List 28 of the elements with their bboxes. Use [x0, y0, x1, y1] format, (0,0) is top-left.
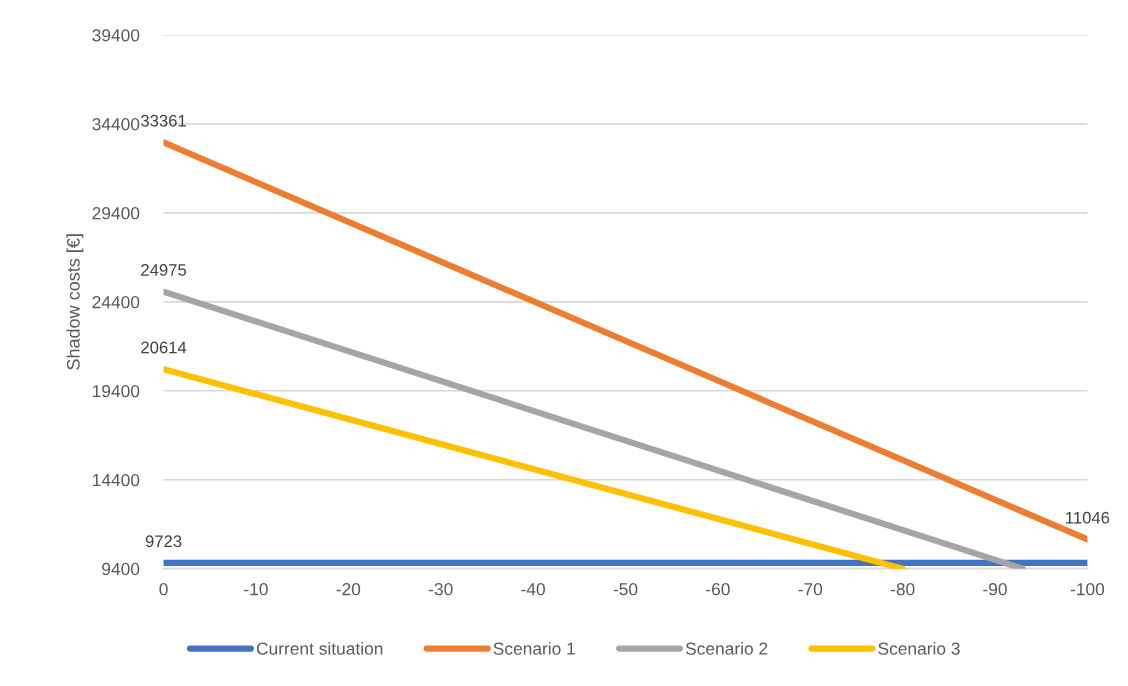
- x-tick-label: -40: [521, 583, 545, 596]
- data-label: 24975: [141, 264, 187, 276]
- x-tick-label: -20: [336, 583, 361, 596]
- x-tick-label: -100: [1070, 583, 1105, 596]
- x-tick-label: -30: [428, 583, 453, 596]
- y-tick-label: 9400: [102, 562, 140, 576]
- data-label: 9723: [145, 535, 182, 548]
- legend-label: Scenario 3: [878, 642, 960, 655]
- data-label: 20614: [141, 341, 187, 354]
- x-tick-label: -90: [983, 583, 1007, 596]
- y-tick-label: 39400: [92, 29, 140, 42]
- x-tick-label: -70: [798, 583, 823, 596]
- x-tick-label: -80: [890, 583, 915, 596]
- y-tick-label: 14400: [93, 473, 140, 487]
- legend-label: Current situation: [256, 642, 383, 655]
- y-axis-title: Shadow costs [€]: [66, 234, 84, 370]
- data-label: 11046: [1066, 511, 1110, 524]
- x-tick-label: -10: [244, 583, 268, 596]
- y-tick-label: 34400: [92, 118, 140, 131]
- x-tick-label: 0: [159, 583, 168, 596]
- y-tick-label: 24400: [92, 296, 140, 309]
- legend-label: Scenario 2: [685, 642, 768, 655]
- legend-label: Scenario 1: [493, 642, 575, 655]
- y-tick-label: 29400: [92, 207, 140, 220]
- x-tick-label: -50: [613, 583, 638, 596]
- data-label: 33361: [141, 114, 186, 127]
- y-tick-label: 19400: [93, 384, 140, 398]
- x-tick-label: -60: [706, 583, 730, 596]
